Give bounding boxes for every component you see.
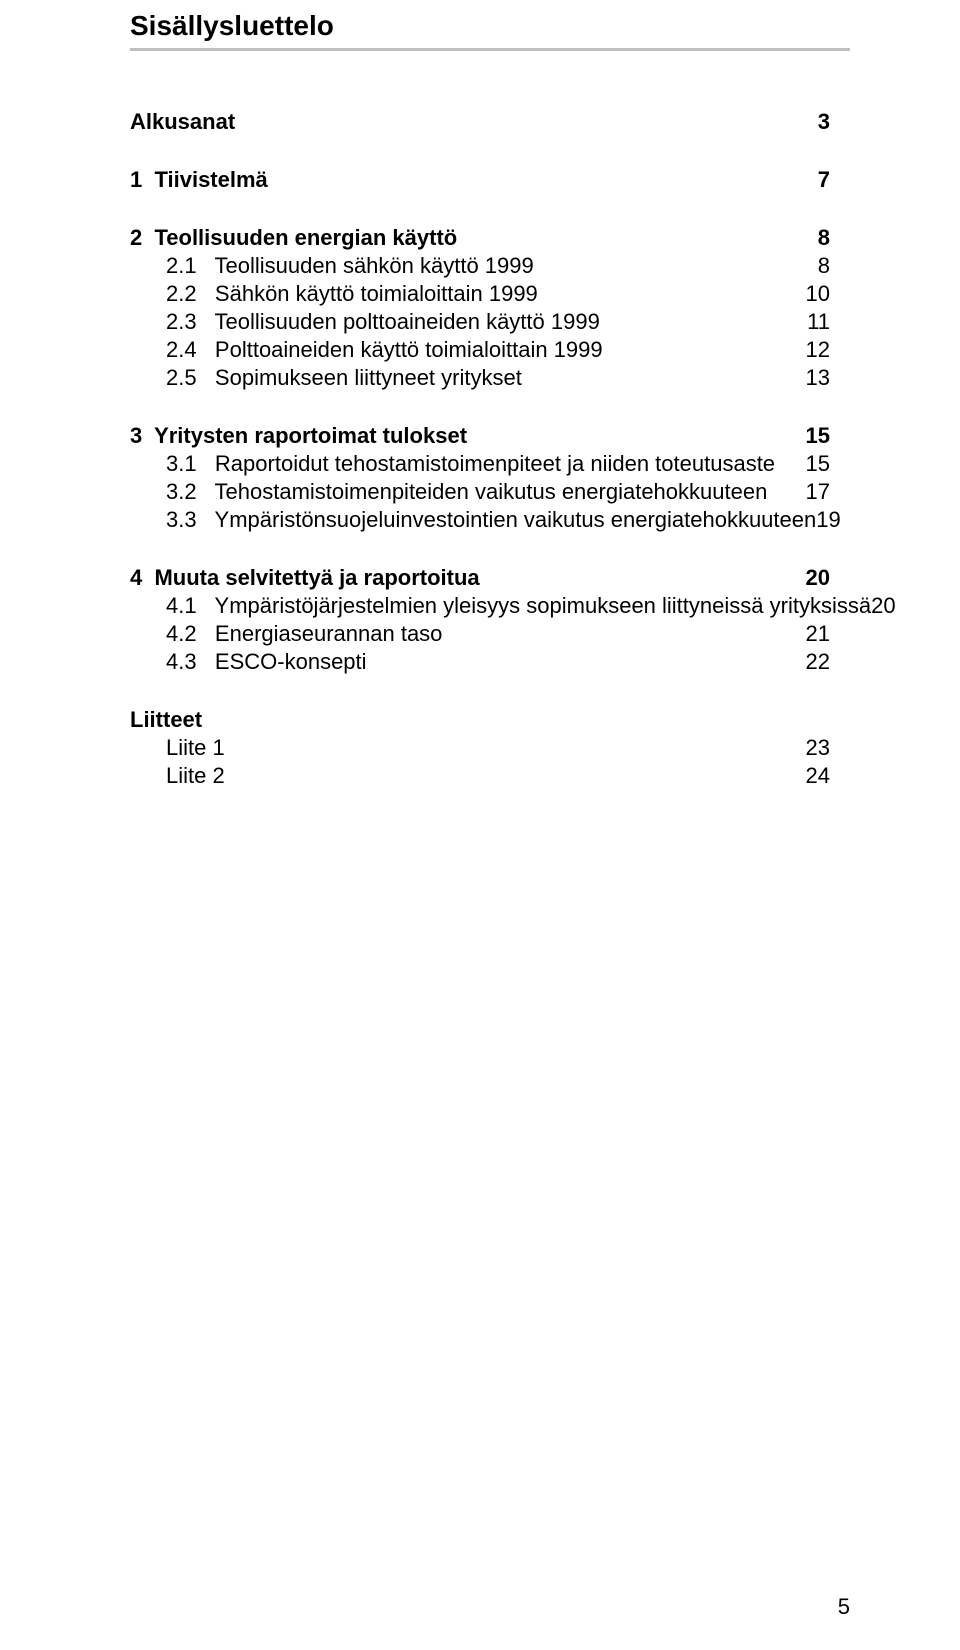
toc-section-label: Liitteet xyxy=(130,709,202,731)
toc-sub-label: 4.3 ESCO-konsepti xyxy=(166,651,367,673)
toc-section-page: 20 xyxy=(806,567,830,589)
toc-section-page: 7 xyxy=(818,169,830,191)
toc-appendix-row: Liite 2 24 xyxy=(130,765,830,787)
toc-sub-label: 2.5 Sopimukseen liittyneet yritykset xyxy=(166,367,522,389)
toc-sub-row: 4.3 ESCO-konsepti 22 xyxy=(130,651,830,673)
toc-sub-label: 2.4 Polttoaineiden käyttö toimialoittain… xyxy=(166,339,603,361)
page-number: 5 xyxy=(838,1594,850,1620)
toc-sub-row: 3.1 Raportoidut tehostamistoimenpiteet j… xyxy=(130,453,830,475)
toc-appendix-row: Liite 1 23 xyxy=(130,737,830,759)
toc-section-label: Alkusanat xyxy=(130,111,235,133)
toc-sub-page: 13 xyxy=(806,367,830,389)
toc-sub-row: 2.1 Teollisuuden sähkön käyttö 1999 8 xyxy=(130,255,830,277)
toc-sub-label: 3.2 Tehostamistoimenpiteiden vaikutus en… xyxy=(166,481,767,503)
toc-sub-page: 19 xyxy=(816,509,840,531)
toc-sub-label: 2.2 Sähkön käyttö toimialoittain 1999 xyxy=(166,283,538,305)
toc-sub-page: 22 xyxy=(806,651,830,673)
toc-section: 1 Tiivistelmä 7 xyxy=(130,169,830,191)
toc-sub-label: 4.1 Ympäristöjärjestelmien yleisyys sopi… xyxy=(166,595,871,617)
toc-section-page: 8 xyxy=(818,227,830,249)
toc-sub-label: 3.3 Ympäristönsuojeluinvestointien vaiku… xyxy=(166,509,816,531)
toc-sub-page: 20 xyxy=(871,595,895,617)
toc-sub-page: 11 xyxy=(807,311,830,333)
toc-sub-label: 3.1 Raportoidut tehostamistoimenpiteet j… xyxy=(166,453,775,475)
toc-sub-row: 2.3 Teollisuuden polttoaineiden käyttö 1… xyxy=(130,311,830,333)
toc-appendix-page: 24 xyxy=(806,765,830,787)
toc-section: Alkusanat 3 xyxy=(130,111,830,133)
toc-sub-row: 2.4 Polttoaineiden käyttö toimialoittain… xyxy=(130,339,830,361)
page-title: Sisällysluettelo xyxy=(130,10,830,42)
toc-sub-page: 12 xyxy=(806,339,830,361)
toc-sub-label: 4.2 Energiaseurannan taso xyxy=(166,623,442,645)
toc-sub-row: 3.3 Ympäristönsuojeluinvestointien vaiku… xyxy=(130,509,830,531)
toc-sub-row: 4.2 Energiaseurannan taso 21 xyxy=(130,623,830,645)
toc-section-page: 15 xyxy=(806,425,830,447)
title-rule xyxy=(130,48,850,51)
toc-section: 3 Yritysten raportoimat tulokset 15 xyxy=(130,425,830,447)
toc-section-label: 1 Tiivistelmä xyxy=(130,169,268,191)
toc-appendix-page: 23 xyxy=(806,737,830,759)
toc-appendix-label: Liite 2 xyxy=(166,765,225,787)
toc-section: Liitteet xyxy=(130,709,830,731)
toc-sub-page: 10 xyxy=(806,283,830,305)
toc-section: 2 Teollisuuden energian käyttö 8 xyxy=(130,227,830,249)
toc-sub-row: 2.2 Sähkön käyttö toimialoittain 1999 10 xyxy=(130,283,830,305)
toc-section-page: 3 xyxy=(818,111,830,133)
toc-sub-label: 2.3 Teollisuuden polttoaineiden käyttö 1… xyxy=(166,311,600,333)
toc-sub-row: 2.5 Sopimukseen liittyneet yritykset 13 xyxy=(130,367,830,389)
toc-sub-row: 4.1 Ympäristöjärjestelmien yleisyys sopi… xyxy=(130,595,830,617)
toc-appendix-label: Liite 1 xyxy=(166,737,225,759)
toc-sub-page: 17 xyxy=(806,481,830,503)
toc-section-label: 3 Yritysten raportoimat tulokset xyxy=(130,425,467,447)
toc-sub-page: 15 xyxy=(806,453,830,475)
page: Sisällysluettelo Alkusanat 3 1 Tiivistel… xyxy=(0,0,960,1650)
toc-sub-label: 2.1 Teollisuuden sähkön käyttö 1999 xyxy=(166,255,534,277)
toc-section-label: 2 Teollisuuden energian käyttö xyxy=(130,227,457,249)
toc-sub-page: 8 xyxy=(818,255,830,277)
content-area: Sisällysluettelo Alkusanat 3 1 Tiivistel… xyxy=(130,10,830,787)
toc-sub-page: 21 xyxy=(806,623,830,645)
toc-section-label: 4 Muuta selvitettyä ja raportoitua xyxy=(130,567,480,589)
toc-section: 4 Muuta selvitettyä ja raportoitua 20 xyxy=(130,567,830,589)
toc-sub-row: 3.2 Tehostamistoimenpiteiden vaikutus en… xyxy=(130,481,830,503)
